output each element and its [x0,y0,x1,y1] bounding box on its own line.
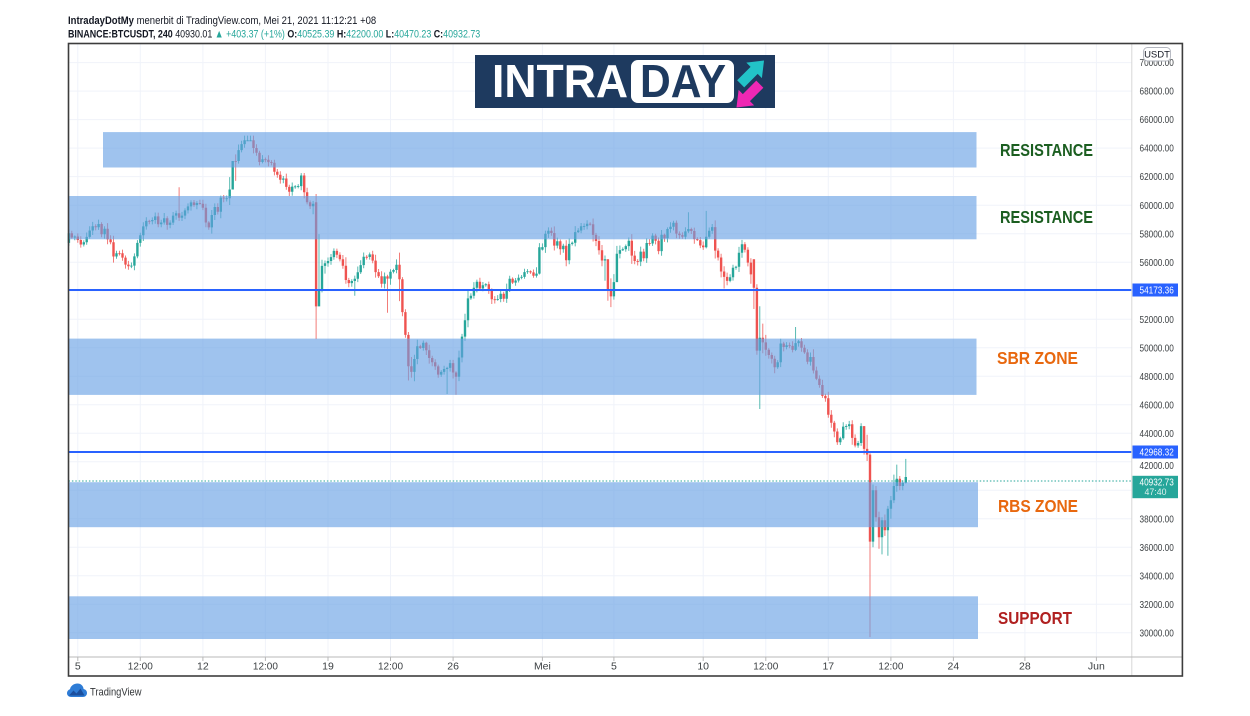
svg-text:42000.00: 42000.00 [1140,460,1174,472]
svg-text:26: 26 [447,661,459,673]
svg-text:30000.00: 30000.00 [1140,627,1174,639]
svg-text:42968.32: 42968.32 [1140,447,1174,459]
svg-text:12:00: 12:00 [378,661,403,673]
svg-text:44000.00: 44000.00 [1140,428,1174,440]
svg-text:40932.73: 40932.73 [1140,477,1174,489]
svg-text:28: 28 [1019,661,1031,673]
svg-text:12:00: 12:00 [878,661,903,673]
svg-text:48000.00: 48000.00 [1140,371,1174,383]
svg-text:SUPPORT: SUPPORT [998,608,1072,628]
svg-text:46000.00: 46000.00 [1140,399,1174,411]
svg-text:58000.00: 58000.00 [1140,228,1174,240]
svg-text:INTRA: INTRA [492,55,628,107]
svg-text:5: 5 [75,661,81,673]
svg-text:54173.36: 54173.36 [1140,285,1174,297]
svg-text:68000.00: 68000.00 [1140,86,1174,98]
svg-text:SBR ZONE: SBR ZONE [997,348,1078,368]
svg-text:66000.00: 66000.00 [1140,114,1174,126]
svg-text:17: 17 [822,661,834,673]
svg-text:24: 24 [948,661,960,673]
svg-text:19: 19 [322,661,334,673]
svg-text:BINANCE:BTCUSDT, 240 40930.01: BINANCE:BTCUSDT, 240 40930.01 ▲ +403.37 … [68,28,481,40]
svg-text:IntradayDotMy menerbit di Trad: IntradayDotMy menerbit di TradingView.co… [68,15,376,27]
svg-text:12:00: 12:00 [753,661,778,673]
svg-text:38000.00: 38000.00 [1140,513,1174,525]
svg-text:62000.00: 62000.00 [1140,171,1174,183]
svg-text:34000.00: 34000.00 [1140,570,1174,582]
svg-text:Mei: Mei [534,661,551,673]
svg-text:36000.00: 36000.00 [1140,542,1174,554]
svg-text:60000.00: 60000.00 [1140,200,1174,212]
svg-text:RBS ZONE: RBS ZONE [998,496,1078,516]
svg-text:USDT: USDT [1144,50,1170,61]
svg-text:RESISTANCE: RESISTANCE [1000,140,1093,160]
svg-text:52000.00: 52000.00 [1140,314,1174,326]
svg-text:47:40: 47:40 [1144,487,1166,497]
svg-text:10: 10 [697,661,709,673]
svg-text:Jun: Jun [1088,661,1105,673]
svg-text:TradingView: TradingView [90,687,142,699]
svg-text:64000.00: 64000.00 [1140,143,1174,155]
svg-text:12:00: 12:00 [128,661,153,673]
svg-text:DAY: DAY [640,55,726,107]
svg-text:5: 5 [611,661,617,673]
svg-text:32000.00: 32000.00 [1140,599,1174,611]
svg-text:12: 12 [197,661,209,673]
svg-text:RESISTANCE: RESISTANCE [1000,207,1093,227]
svg-text:50000.00: 50000.00 [1140,342,1174,354]
svg-text:56000.00: 56000.00 [1140,257,1174,269]
svg-text:12:00: 12:00 [253,661,278,673]
